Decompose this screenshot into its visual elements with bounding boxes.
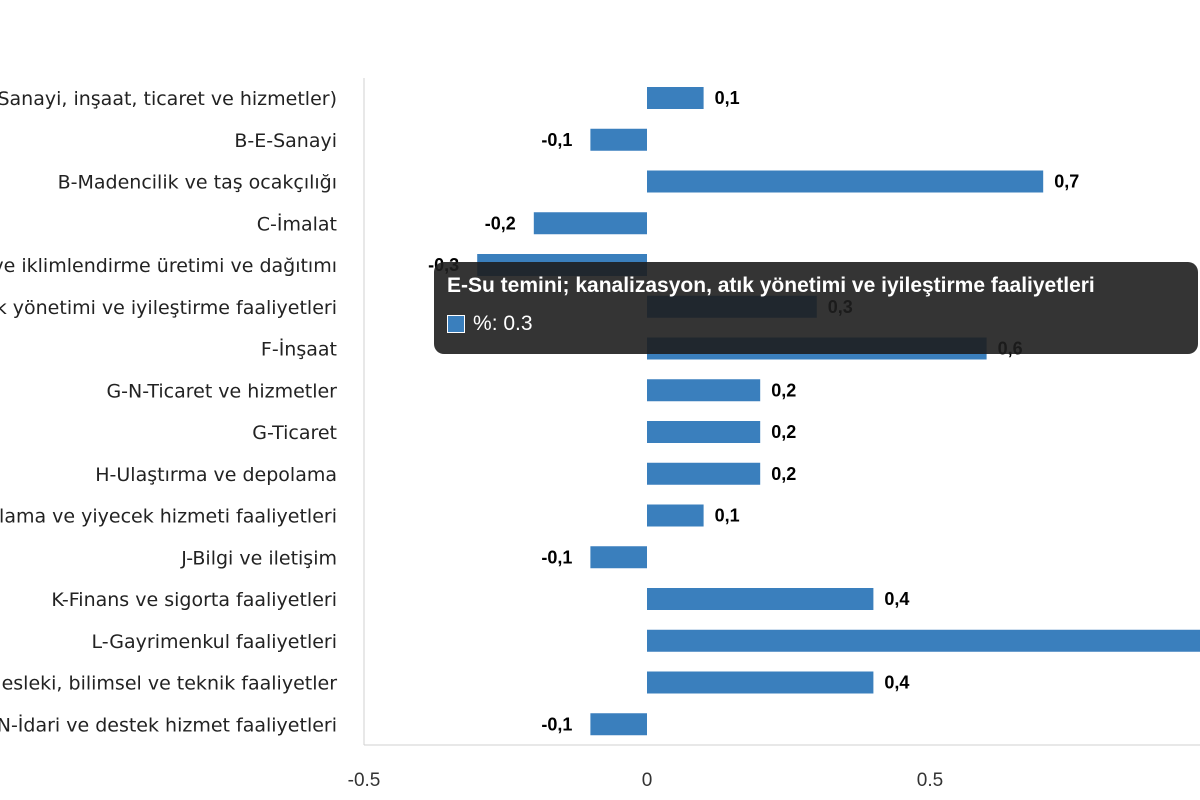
data-label: 0,1 [715,506,740,526]
bar [647,629,1200,652]
data-label: 0,2 [771,464,796,484]
category-label: H-Ulaştırma ve depolama [95,464,337,486]
tooltip-separator: : [491,312,504,335]
bar [590,546,647,569]
category-label: C-İmalat [257,212,337,235]
bar [647,671,874,694]
data-label: -0,1 [541,547,572,567]
bar [647,421,761,443]
bar [647,87,704,109]
category-label: G-N-Ticaret ve hizmetler [106,380,337,402]
chart-tooltip: E-Su temini; kanalizasyon, atık yönetimi… [434,262,1198,354]
tooltip-series-label: % [473,312,492,335]
x-tick-label: -0.5 [348,770,381,791]
category-label: K-Finans ve sigorta faaliyetleri [51,589,337,611]
bar [590,128,647,151]
category-label: J-Bilgi ve iletişim [180,547,337,569]
category-label: M-Mesleki, bilimsel ve teknik faaliyetle… [0,673,337,695]
category-label: L-Gayrimenkul faaliyetleri [92,631,338,653]
data-label: 0,1 [715,88,740,108]
data-label: 0,4 [884,589,909,609]
data-label: 0,2 [771,422,796,442]
bar [647,588,874,610]
tooltip-value: 0.3 [503,312,533,335]
category-label: F-İnşaat [261,338,337,361]
category-label: B-Madencilik ve taş ocakçılığı [58,172,337,194]
tooltip-series-swatch [447,315,465,333]
bar [533,212,647,235]
category-label: G-Ticaret [252,422,337,444]
bar [647,379,761,402]
category-label: B-S-Toplam (Sanayi, inşaat, ticaret ve h… [0,88,337,110]
data-label: 0,7 [1054,172,1079,192]
category-label: D-Elektrik, gaz, buhar ve iklimlendirme … [0,255,337,277]
data-label: 0,4 [884,673,909,693]
category-label: N-İdari ve destek hizmet faaliyetleri [0,713,337,736]
x-tick-label: 0 [642,770,653,791]
data-label: -0,1 [541,130,572,150]
bar [647,170,1044,193]
data-label: -0,1 [541,714,572,734]
tooltip-value-row: %: 0.3 [447,312,1185,336]
category-label: E-Su temini; kanalizasyon, atık yönetimi… [0,297,337,319]
bar [590,713,647,736]
data-label: 0,2 [771,380,796,400]
data-label: -0,2 [485,213,516,233]
bar [647,462,761,485]
tooltip-title: E-Su temini; kanalizasyon, atık yönetimi… [447,274,1095,297]
category-label: I-Konaklama ve yiyecek hizmeti faaliyetl… [0,506,337,528]
bar [647,504,704,527]
category-label: B-E-Sanayi [234,130,337,152]
x-tick-label: 0.5 [917,770,943,791]
